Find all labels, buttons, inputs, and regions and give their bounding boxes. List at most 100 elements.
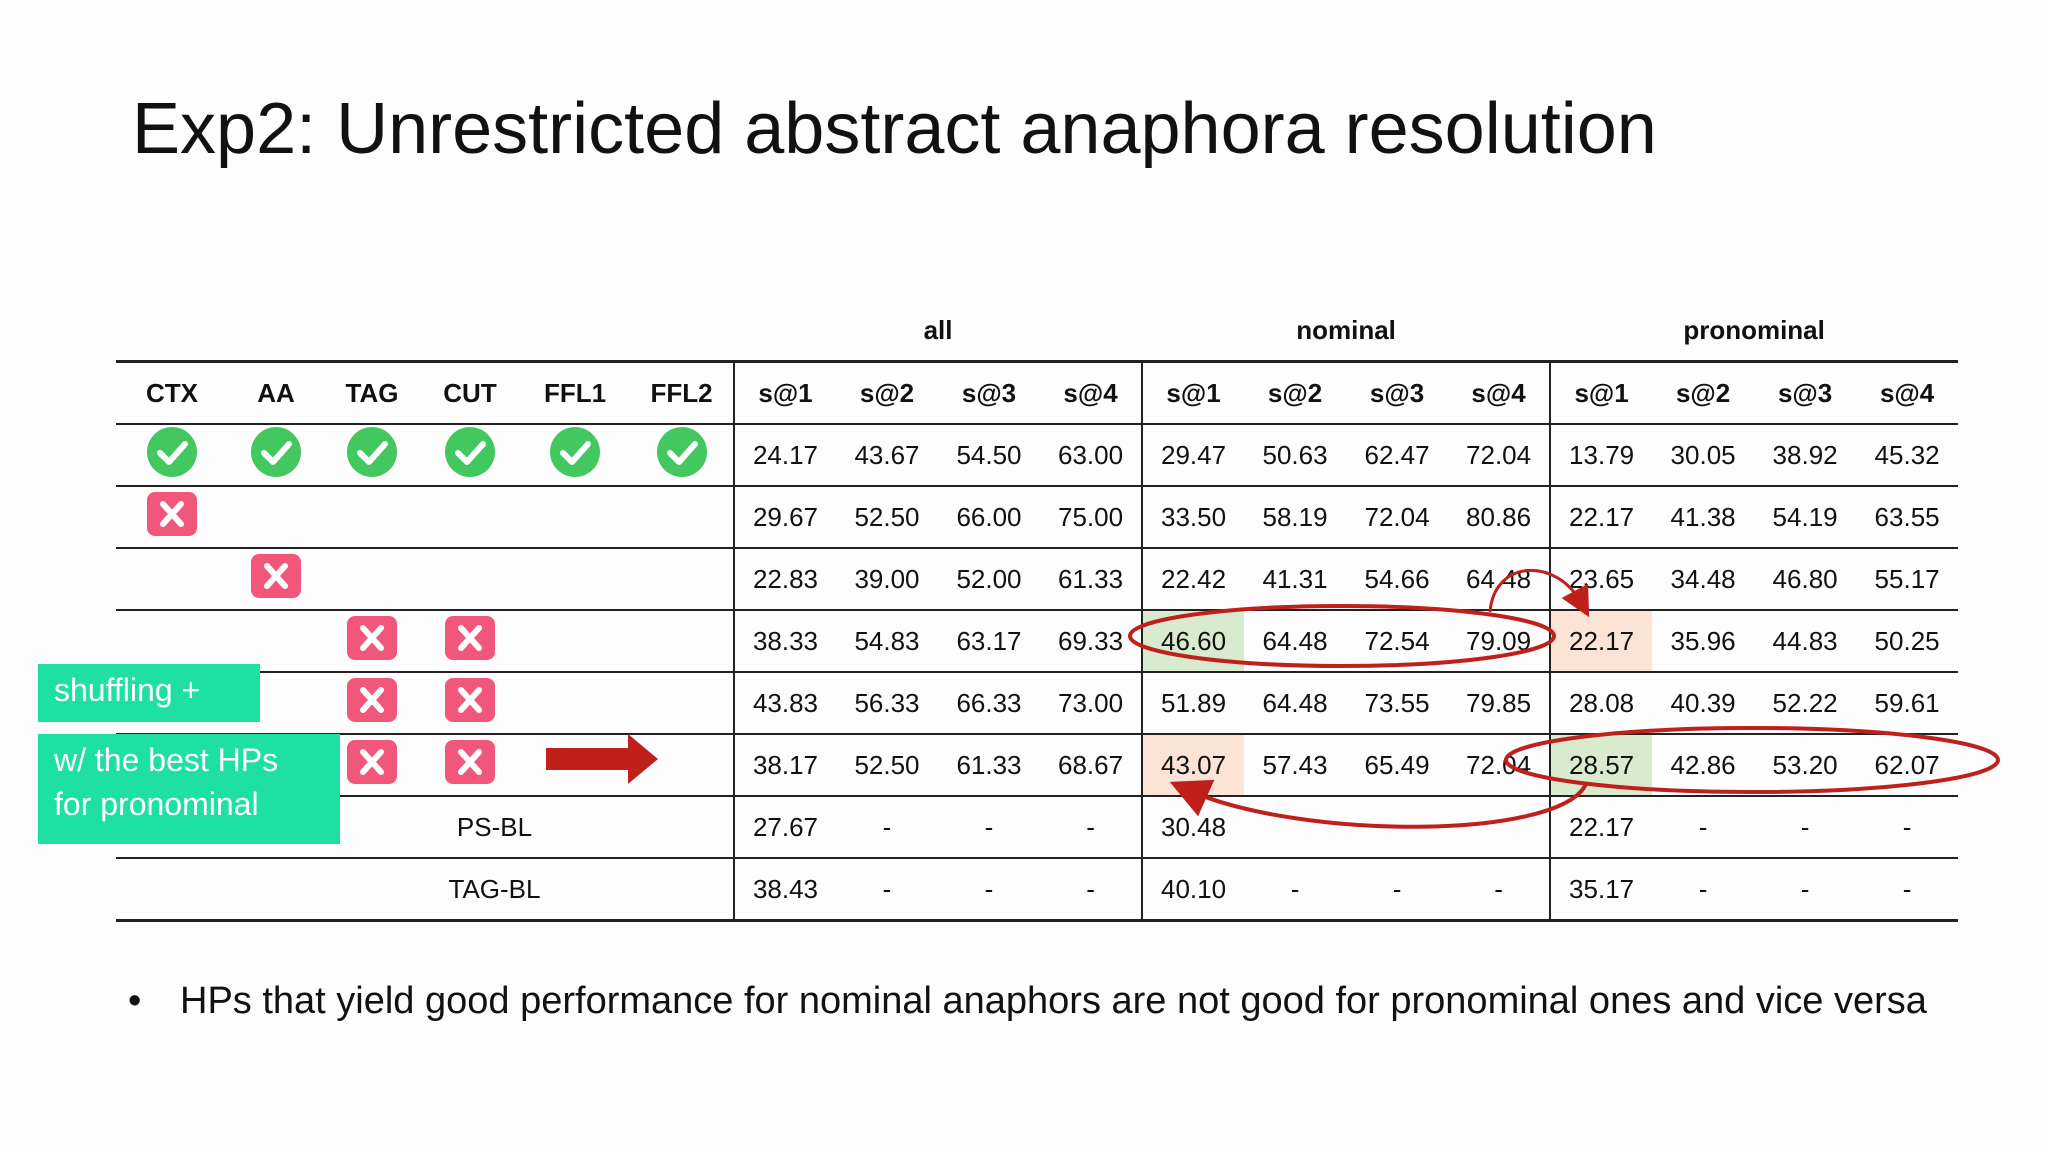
column-header-metric: s@2: [836, 361, 938, 425]
value-cell: 64.48: [1244, 610, 1347, 673]
column-header-feature: CTX: [116, 361, 228, 425]
column-header-metric: s@4: [1448, 361, 1551, 425]
cross-icon: [146, 491, 198, 544]
value-cell: 55.17: [1856, 548, 1959, 611]
feature-cell: [630, 610, 734, 673]
value-cell: -: [938, 858, 1040, 922]
value-cell: -: [1346, 858, 1449, 922]
value-cell: -: [1652, 796, 1755, 859]
column-header-feature: CUT: [420, 361, 520, 425]
value-cell: -: [1754, 858, 1857, 922]
value-cell: 62.07: [1856, 734, 1959, 797]
feature-cell: [324, 548, 420, 611]
baseline-label: TAG-BL: [116, 858, 734, 922]
value-cell: 59.61: [1856, 672, 1959, 735]
value-cell: -: [1040, 796, 1143, 859]
check-icon: [549, 426, 601, 485]
value-cell: 54.66: [1346, 548, 1449, 611]
best-hps-label-line1: w/ the best HPs: [54, 742, 279, 778]
value-cell: 41.38: [1652, 486, 1755, 549]
table-row: 38.33 54.83 63.17 69.33 46.60 64.48 72.54 79.09…: [116, 610, 1959, 673]
feature-cell: [420, 548, 520, 611]
value-cell: [1244, 796, 1347, 859]
feature-cell: [630, 548, 734, 611]
check-icon: [444, 426, 496, 485]
value-cell: -: [1040, 858, 1143, 922]
best-hps-label-line2: for pronominal: [54, 786, 259, 822]
value-cell: 46.80: [1754, 548, 1857, 611]
column-header-metric: s@3: [938, 361, 1040, 425]
value-cell: 22.83: [733, 548, 836, 611]
group-header-all: all: [734, 300, 1143, 363]
feature-cell: [520, 734, 630, 797]
bullet-point: • HPs that yield good performance for nom…: [128, 980, 1927, 1023]
value-cell: 38.33: [733, 610, 836, 673]
value-cell: 23.65: [1549, 548, 1653, 611]
group-header-nominal: nominal: [1142, 300, 1551, 363]
value-cell: -: [1856, 796, 1959, 859]
feature-cell: [116, 610, 228, 673]
baseline-row: TAG-BL 38.43- - -40.10- - -35.17- - -: [116, 858, 1959, 922]
table-row: 24.17 43.67 54.50 63.00 29.47 50.63 62.47 72.04…: [116, 424, 1959, 487]
cross-icon: [346, 739, 398, 792]
value-cell: 79.85: [1448, 672, 1551, 735]
value-cell: 64.48: [1448, 548, 1551, 611]
column-header-metric: s@1: [1141, 361, 1245, 425]
column-header-metric: s@2: [1652, 361, 1755, 425]
value-cell: 66.33: [938, 672, 1040, 735]
table-row: 38.17 52.50 61.33 68.67 43.07 57.43 65.49 72.04…: [116, 734, 1959, 797]
value-cell: 53.20: [1754, 734, 1857, 797]
group-header-row: all nominal pronominal: [116, 300, 1959, 363]
feature-cell: [630, 734, 734, 797]
value-cell: 52.50: [836, 486, 938, 549]
feature-cell: [420, 734, 520, 797]
value-cell: 57.43: [1244, 734, 1347, 797]
value-cell: 46.60: [1141, 610, 1245, 673]
value-cell: 22.17: [1549, 486, 1653, 549]
value-cell: 28.08: [1549, 672, 1653, 735]
group-header-pronominal: pronominal: [1550, 300, 1959, 363]
feature-cell: [520, 424, 630, 487]
value-cell: 72.54: [1346, 610, 1449, 673]
value-cell: 62.47: [1346, 424, 1449, 487]
value-cell: 30.05: [1652, 424, 1755, 487]
value-cell: 54.50: [938, 424, 1040, 487]
value-cell: 52.00: [938, 548, 1040, 611]
value-cell: -: [1448, 858, 1551, 922]
value-cell: [1346, 796, 1449, 859]
cross-icon: [346, 677, 398, 730]
value-cell: 43.67: [836, 424, 938, 487]
value-cell: 63.00: [1040, 424, 1143, 487]
value-cell: 73.55: [1346, 672, 1449, 735]
feature-cell: [324, 672, 420, 735]
feature-cell: [324, 486, 420, 549]
value-cell: 28.57: [1549, 734, 1653, 797]
value-cell: 43.07: [1141, 734, 1245, 797]
feature-cell: [116, 486, 228, 549]
value-cell: 44.83: [1754, 610, 1857, 673]
value-cell: 72.04: [1346, 486, 1449, 549]
column-header-row: CTX AA TAG CUT FFL1 FFL2 s@1 s@2 s@3 s@4 s@1 s@2 s@3…: [116, 361, 1959, 425]
value-cell: 39.00: [836, 548, 938, 611]
feature-cell: [630, 486, 734, 549]
value-cell: 33.50: [1141, 486, 1245, 549]
value-cell: -: [1244, 858, 1347, 922]
feature-cell: [420, 424, 520, 487]
feature-cell: [324, 734, 420, 797]
value-cell: 34.48: [1652, 548, 1755, 611]
value-cell: 22.17: [1549, 610, 1653, 673]
value-cell: 24.17: [733, 424, 836, 487]
value-cell: [1448, 796, 1551, 859]
table-row: 22.83 39.00 52.00 61.33 22.42 41.31 54.66 64.48…: [116, 548, 1959, 611]
cross-icon: [444, 739, 496, 792]
value-cell: -: [1856, 858, 1959, 922]
value-cell: 56.33: [836, 672, 938, 735]
value-cell: 35.17: [1549, 858, 1653, 922]
value-cell: 50.25: [1856, 610, 1959, 673]
value-cell: -: [836, 858, 938, 922]
value-cell: 79.09: [1448, 610, 1551, 673]
feature-cell: [520, 672, 630, 735]
feature-cell: [630, 424, 734, 487]
cross-icon: [444, 677, 496, 730]
slide-title: Exp2: Unrestricted abstract anaphora res…: [132, 89, 1657, 169]
